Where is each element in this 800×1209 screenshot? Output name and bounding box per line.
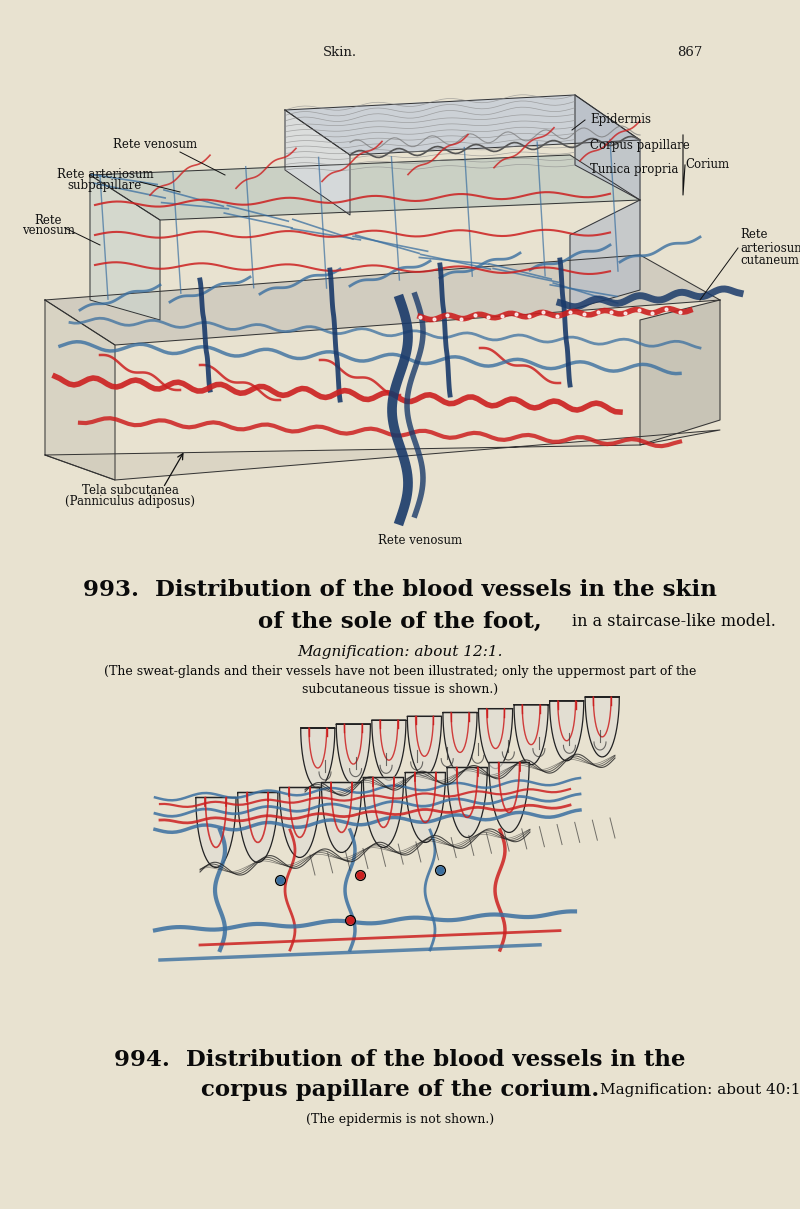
Polygon shape bbox=[285, 96, 640, 155]
Text: Epidermis: Epidermis bbox=[590, 114, 651, 127]
Text: arteriosum: arteriosum bbox=[740, 242, 800, 255]
Polygon shape bbox=[45, 430, 720, 480]
Polygon shape bbox=[447, 768, 487, 838]
Text: (The sweat-glands and their vessels have not been illustrated; only the uppermos: (The sweat-glands and their vessels have… bbox=[104, 665, 696, 678]
Text: Magnification: about 40:1.: Magnification: about 40:1. bbox=[600, 1083, 800, 1097]
Text: corpus papillare of the corium.: corpus papillare of the corium. bbox=[201, 1078, 599, 1101]
Text: Rete venosum: Rete venosum bbox=[378, 533, 462, 546]
Polygon shape bbox=[238, 793, 278, 862]
Polygon shape bbox=[336, 724, 370, 785]
Text: in a staircase-like model.: in a staircase-like model. bbox=[572, 613, 776, 631]
Polygon shape bbox=[570, 199, 640, 310]
Polygon shape bbox=[585, 696, 619, 757]
Polygon shape bbox=[514, 705, 548, 764]
Text: cutaneum: cutaneum bbox=[740, 255, 799, 267]
Polygon shape bbox=[363, 777, 403, 848]
Polygon shape bbox=[90, 175, 160, 320]
Text: subpapillare: subpapillare bbox=[68, 179, 142, 192]
Text: Tunica propria: Tunica propria bbox=[590, 163, 678, 177]
Text: Magnification: about 12:1.: Magnification: about 12:1. bbox=[298, 644, 502, 659]
Text: 993.  Distribution of the blood vessels in the skin: 993. Distribution of the blood vessels i… bbox=[83, 579, 717, 601]
Polygon shape bbox=[279, 787, 320, 857]
Polygon shape bbox=[406, 773, 446, 843]
Text: Rete: Rete bbox=[34, 214, 62, 226]
Polygon shape bbox=[478, 708, 513, 769]
Polygon shape bbox=[575, 96, 640, 199]
Polygon shape bbox=[443, 712, 477, 773]
Polygon shape bbox=[285, 110, 350, 215]
Text: 867: 867 bbox=[678, 46, 702, 58]
Polygon shape bbox=[489, 763, 529, 833]
Text: venosum: venosum bbox=[22, 225, 74, 237]
Text: Rete venosum: Rete venosum bbox=[113, 139, 197, 151]
Polygon shape bbox=[301, 728, 335, 788]
Polygon shape bbox=[407, 717, 442, 776]
Text: Rete: Rete bbox=[740, 229, 767, 242]
Polygon shape bbox=[45, 300, 115, 480]
Polygon shape bbox=[322, 782, 362, 852]
Text: of the sole of the foot,: of the sole of the foot, bbox=[258, 611, 542, 634]
Text: (The epidermis is not shown.): (The epidermis is not shown.) bbox=[306, 1113, 494, 1127]
Text: Rete arteriosum: Rete arteriosum bbox=[57, 168, 154, 181]
Text: Corium: Corium bbox=[685, 158, 729, 172]
Text: Corpus papillare: Corpus papillare bbox=[590, 139, 690, 151]
Text: 994.  Distribution of the blood vessels in the: 994. Distribution of the blood vessels i… bbox=[114, 1049, 686, 1071]
Polygon shape bbox=[90, 155, 640, 220]
Polygon shape bbox=[45, 255, 720, 345]
Polygon shape bbox=[372, 721, 406, 780]
Text: Skin.: Skin. bbox=[323, 46, 357, 58]
Text: (Panniculus adiposus): (Panniculus adiposus) bbox=[65, 494, 195, 508]
Text: Tela subcutanea: Tela subcutanea bbox=[82, 484, 178, 497]
Polygon shape bbox=[550, 701, 584, 760]
Text: subcutaneous tissue is shown.): subcutaneous tissue is shown.) bbox=[302, 683, 498, 695]
Polygon shape bbox=[196, 798, 236, 867]
Polygon shape bbox=[640, 300, 720, 445]
